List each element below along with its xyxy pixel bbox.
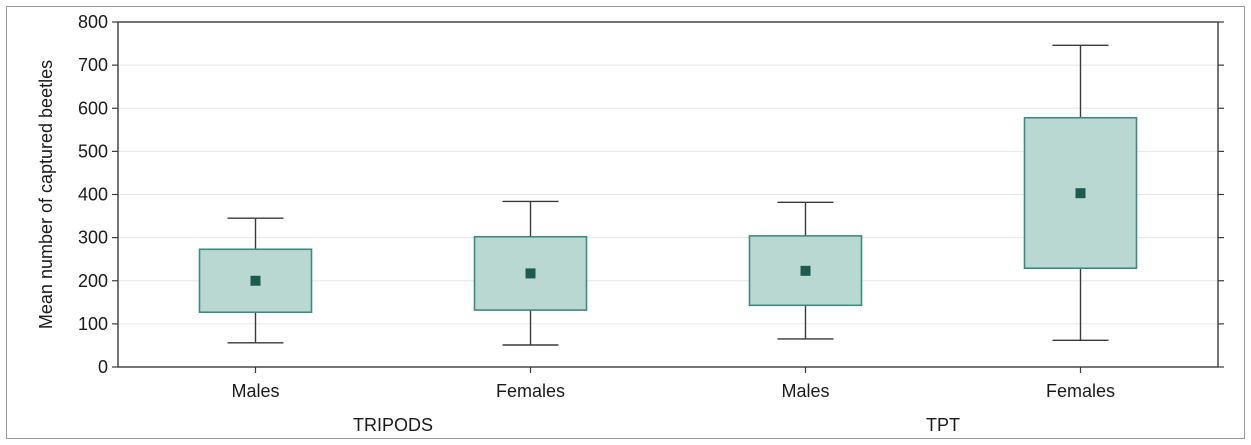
y-tick-label: 800 [78,12,108,32]
x-tick-label: Females [1046,381,1115,401]
y-tick-label: 300 [78,228,108,248]
mean-marker [250,275,261,286]
y-tick-label: 200 [78,271,108,291]
y-axis-title: Mean number of captured beetles [36,60,56,329]
mean-marker [1075,188,1086,199]
box-plot-item [198,217,313,344]
mean-marker [800,265,811,276]
y-axis: 0 100 200 300 400 500 600 700 800 [78,12,1224,377]
y-tick-label: 0 [98,357,108,377]
group-label: TPT [926,415,960,435]
box-series [198,44,1138,346]
y-tick-label: 700 [78,55,108,75]
box-plot-item [748,201,863,340]
x-tick-label: Females [496,381,565,401]
y-tick-label: 600 [78,98,108,118]
group-label: TRIPODS [353,415,433,435]
box-plot-item [473,200,588,346]
y-tick-label: 500 [78,141,108,161]
mean-marker [525,268,536,279]
group-labels: TRIPODS TPT [353,415,960,435]
y-tick-label: 400 [78,185,108,205]
y-tick-label: 100 [78,314,108,334]
chart-frame [6,6,1245,439]
x-tick-label: Males [781,381,829,401]
x-tick-label: Males [231,381,279,401]
box-plot-item [1023,44,1138,341]
x-axis: Males Females Males Females [231,367,1115,401]
